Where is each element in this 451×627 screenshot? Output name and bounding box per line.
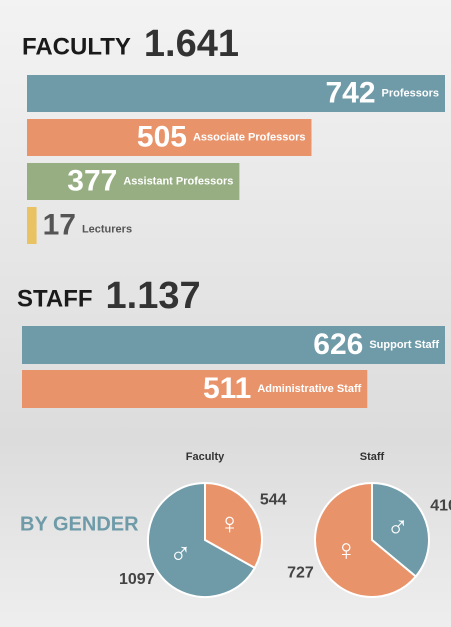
gender-symbol: ♀ xyxy=(218,508,241,541)
pie-title: Staff xyxy=(360,451,385,463)
bar-value: 742 xyxy=(325,76,375,109)
bar xyxy=(22,370,368,408)
bar-category: Associate Professors xyxy=(193,131,306,143)
gender-heading: BY GENDER xyxy=(20,513,139,535)
pie-value: 1097 xyxy=(119,571,155,588)
bar-category: Support Staff xyxy=(369,339,439,351)
bar xyxy=(27,75,445,112)
bar-value: 626 xyxy=(313,328,363,361)
bar-category: Administrative Staff xyxy=(257,383,361,395)
pie-value: 727 xyxy=(287,565,314,582)
bar-value: 505 xyxy=(137,120,187,153)
pie-value: 410 xyxy=(430,498,451,515)
bar xyxy=(27,119,312,156)
gender-symbol: ♂ xyxy=(169,536,192,569)
bar xyxy=(27,163,240,200)
section-total: 1.641 xyxy=(144,23,239,65)
bar xyxy=(27,207,37,244)
bar-category: Professors xyxy=(382,87,439,99)
pie-slice xyxy=(147,481,257,598)
pie-slice xyxy=(314,481,418,598)
section-total: 1.137 xyxy=(106,275,201,317)
section-title: FACULTY xyxy=(22,33,131,60)
bar-value: 377 xyxy=(67,164,117,197)
pie-slice xyxy=(371,481,430,578)
bar xyxy=(22,326,445,364)
pie-title: Faculty xyxy=(186,451,225,463)
bar-value: 511 xyxy=(203,372,251,405)
pie-slice xyxy=(204,481,263,570)
bar-value: 17 xyxy=(43,208,76,241)
section-title: STAFF xyxy=(17,285,93,312)
pie-value: 544 xyxy=(260,491,287,508)
gender-symbol: ♂ xyxy=(387,510,410,543)
gender-symbol: ♀ xyxy=(335,534,358,567)
bar-category: Assistant Professors xyxy=(123,175,233,187)
bar-category: Lecturers xyxy=(82,223,132,235)
